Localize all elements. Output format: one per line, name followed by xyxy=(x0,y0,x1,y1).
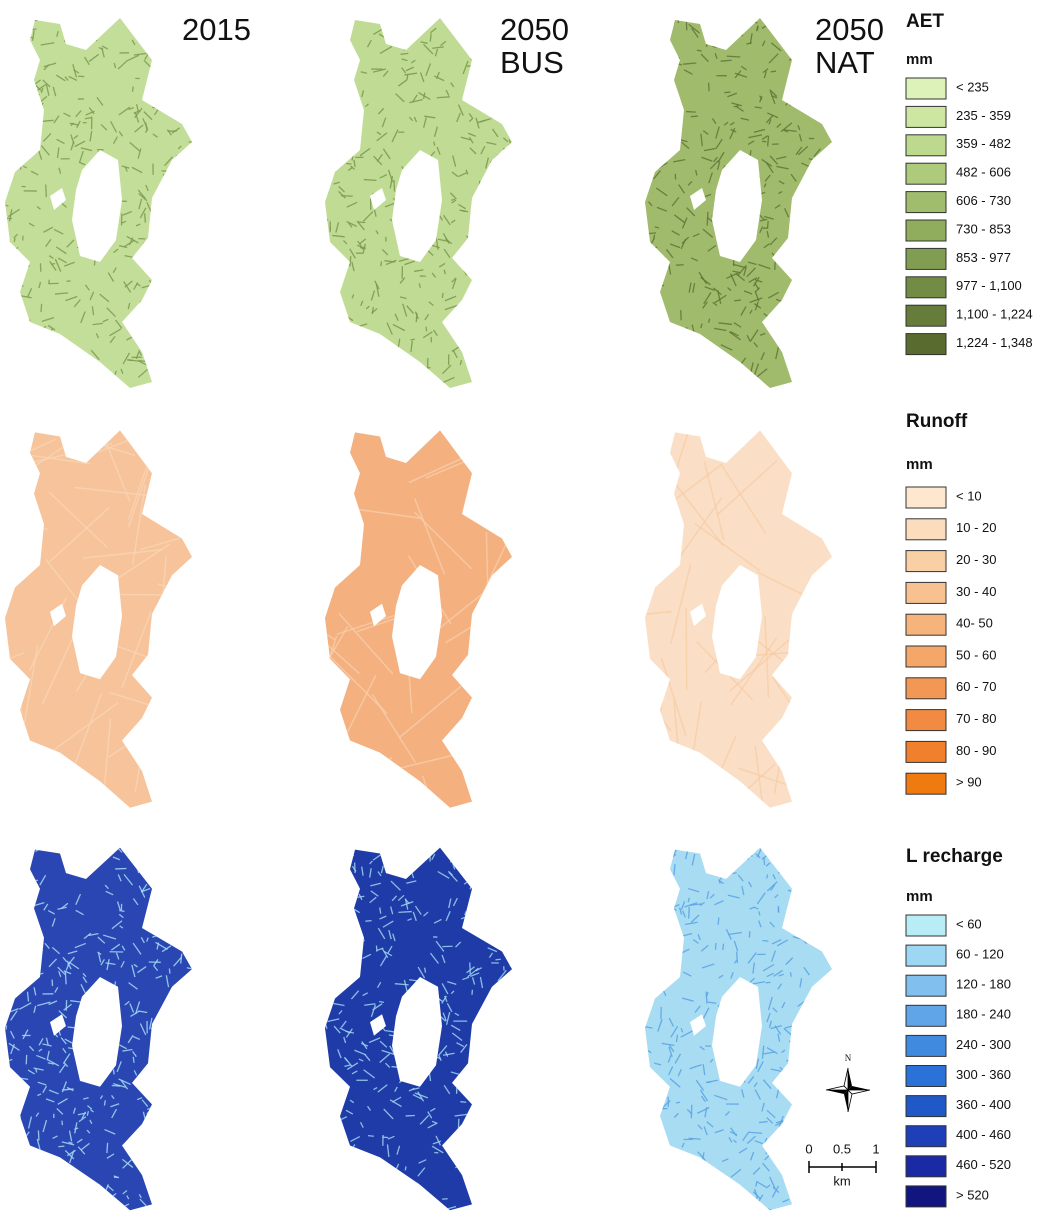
legend-swatch xyxy=(906,710,946,731)
legend-unit: mm xyxy=(906,51,933,68)
legend-label: 460 - 520 xyxy=(956,1157,1011,1172)
map-panel xyxy=(0,822,209,1220)
legend-unit: mm xyxy=(906,888,933,905)
legend-swatch xyxy=(906,945,946,966)
legend-swatch xyxy=(906,1096,946,1117)
legend-swatch xyxy=(906,487,946,508)
map-panel xyxy=(0,424,235,857)
legend-label: 1,100 - 1,224 xyxy=(956,307,1033,322)
legend-label: 360 - 400 xyxy=(956,1097,1011,1112)
legend-label: 359 - 482 xyxy=(956,136,1011,151)
legend-label: 30 - 40 xyxy=(956,584,996,599)
legend-label: 50 - 60 xyxy=(956,647,996,662)
legend-swatch xyxy=(906,519,946,540)
legend-swatch xyxy=(906,1066,946,1087)
legend-label: 10 - 20 xyxy=(956,520,996,535)
legend-swatch xyxy=(906,614,946,635)
legend-label: < 235 xyxy=(956,79,989,94)
legend-label: 606 - 730 xyxy=(956,193,1011,208)
north-arrow: N xyxy=(826,1053,870,1112)
legend-label: 1,224 - 1,348 xyxy=(956,335,1033,350)
legend-label: 853 - 977 xyxy=(956,250,1011,265)
legend-swatch xyxy=(906,1005,946,1026)
legend-label: < 60 xyxy=(956,916,982,931)
legend-label: 400 - 460 xyxy=(956,1127,1011,1142)
map-panels xyxy=(0,0,892,1220)
legend-swatch xyxy=(906,915,946,936)
legend-label: 120 - 180 xyxy=(956,977,1011,992)
legend-label: 482 - 606 xyxy=(956,165,1011,180)
legend-swatch xyxy=(906,192,946,213)
legend-label: 60 - 70 xyxy=(956,679,996,694)
legend-label: < 10 xyxy=(956,488,982,503)
legend-swatch xyxy=(906,220,946,241)
legend-swatch xyxy=(906,277,946,298)
legend-swatch xyxy=(906,773,946,794)
column-title: BUS xyxy=(500,45,564,80)
legend-title: Runoff xyxy=(906,411,968,432)
legend-swatch xyxy=(906,741,946,762)
legend-label: 300 - 360 xyxy=(956,1067,1011,1082)
legend-label: 180 - 240 xyxy=(956,1007,1011,1022)
column-title: 2050 xyxy=(500,12,569,47)
legend-label: 20 - 30 xyxy=(956,552,996,567)
legend-swatch xyxy=(906,106,946,127)
column-title: NAT xyxy=(815,45,875,80)
legend-swatch xyxy=(906,163,946,184)
legend-swatch xyxy=(906,1186,946,1207)
map-panel xyxy=(312,822,525,1214)
legend-label: > 520 xyxy=(956,1187,989,1202)
map-panel xyxy=(592,419,892,875)
compass-label: N xyxy=(845,1053,852,1063)
scale-label: 1 xyxy=(872,1141,879,1156)
scale-unit: km xyxy=(833,1173,850,1188)
map-panel xyxy=(254,430,558,868)
legend-label: 977 - 1,100 xyxy=(956,278,1022,293)
map-panel xyxy=(629,0,843,389)
legend-label: 240 - 300 xyxy=(956,1037,1011,1052)
legend-swatch xyxy=(906,646,946,667)
map-panel xyxy=(0,0,205,391)
legend-swatch xyxy=(906,135,946,156)
legend-unit: mm xyxy=(906,456,933,473)
legend-swatch xyxy=(906,1126,946,1147)
legend-swatch xyxy=(906,1156,946,1177)
legend-swatch xyxy=(906,551,946,572)
legend-title: L recharge xyxy=(906,846,1003,867)
legend-label: 40- 50 xyxy=(956,616,993,631)
legend-title: AET xyxy=(906,11,944,32)
legend-swatch xyxy=(906,78,946,99)
legend-label: > 90 xyxy=(956,775,982,790)
legend-label: 70 - 80 xyxy=(956,711,996,726)
scale-label: 0.5 xyxy=(833,1141,851,1156)
column-title: 2050 xyxy=(815,12,884,47)
legend-swatch xyxy=(906,334,946,355)
legend-label: 80 - 90 xyxy=(956,743,996,758)
figure: N 20152050BUS2050NATAETmm< 235235 - 3593… xyxy=(0,0,1058,1220)
map-panel xyxy=(629,826,849,1217)
legend-swatch xyxy=(906,1035,946,1056)
legend-label: 730 - 853 xyxy=(956,221,1011,236)
legend-swatch xyxy=(906,305,946,326)
map-panel xyxy=(313,0,529,400)
column-title: 2015 xyxy=(182,12,251,47)
scale-label: 0 xyxy=(805,1141,812,1156)
legend-swatch xyxy=(906,582,946,603)
legend-label: 235 - 359 xyxy=(956,108,1011,123)
legend-label: 60 - 120 xyxy=(956,947,1004,962)
legend-swatch xyxy=(906,678,946,699)
legend-swatch xyxy=(906,975,946,996)
scale-bar xyxy=(809,1161,876,1173)
legend-swatch xyxy=(906,248,946,269)
